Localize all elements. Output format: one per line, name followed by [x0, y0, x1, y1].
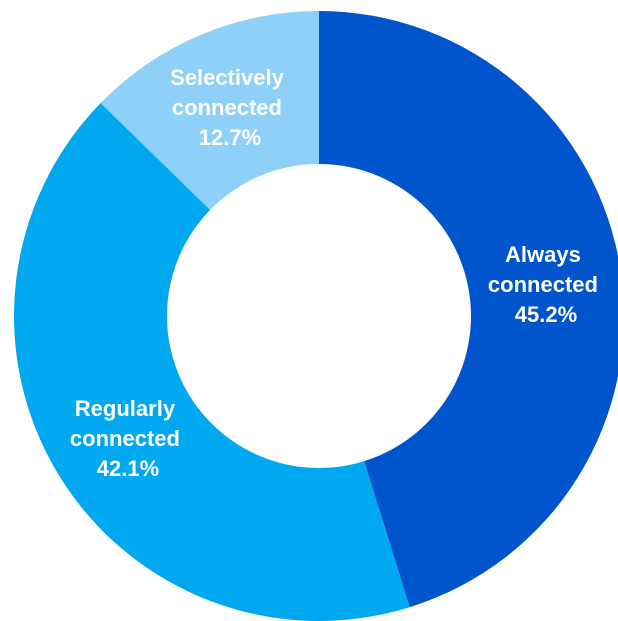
slice-labels: Always connected 45.2% Regularly connect… — [70, 65, 604, 481]
slice-label-selectively: Selectively connected 12.7% — [170, 65, 290, 150]
slice-label-regularly: Regularly connected 42.1% — [70, 396, 186, 481]
slice-label-always: Always connected 45.2% — [488, 242, 604, 327]
donut-hole — [167, 164, 471, 468]
